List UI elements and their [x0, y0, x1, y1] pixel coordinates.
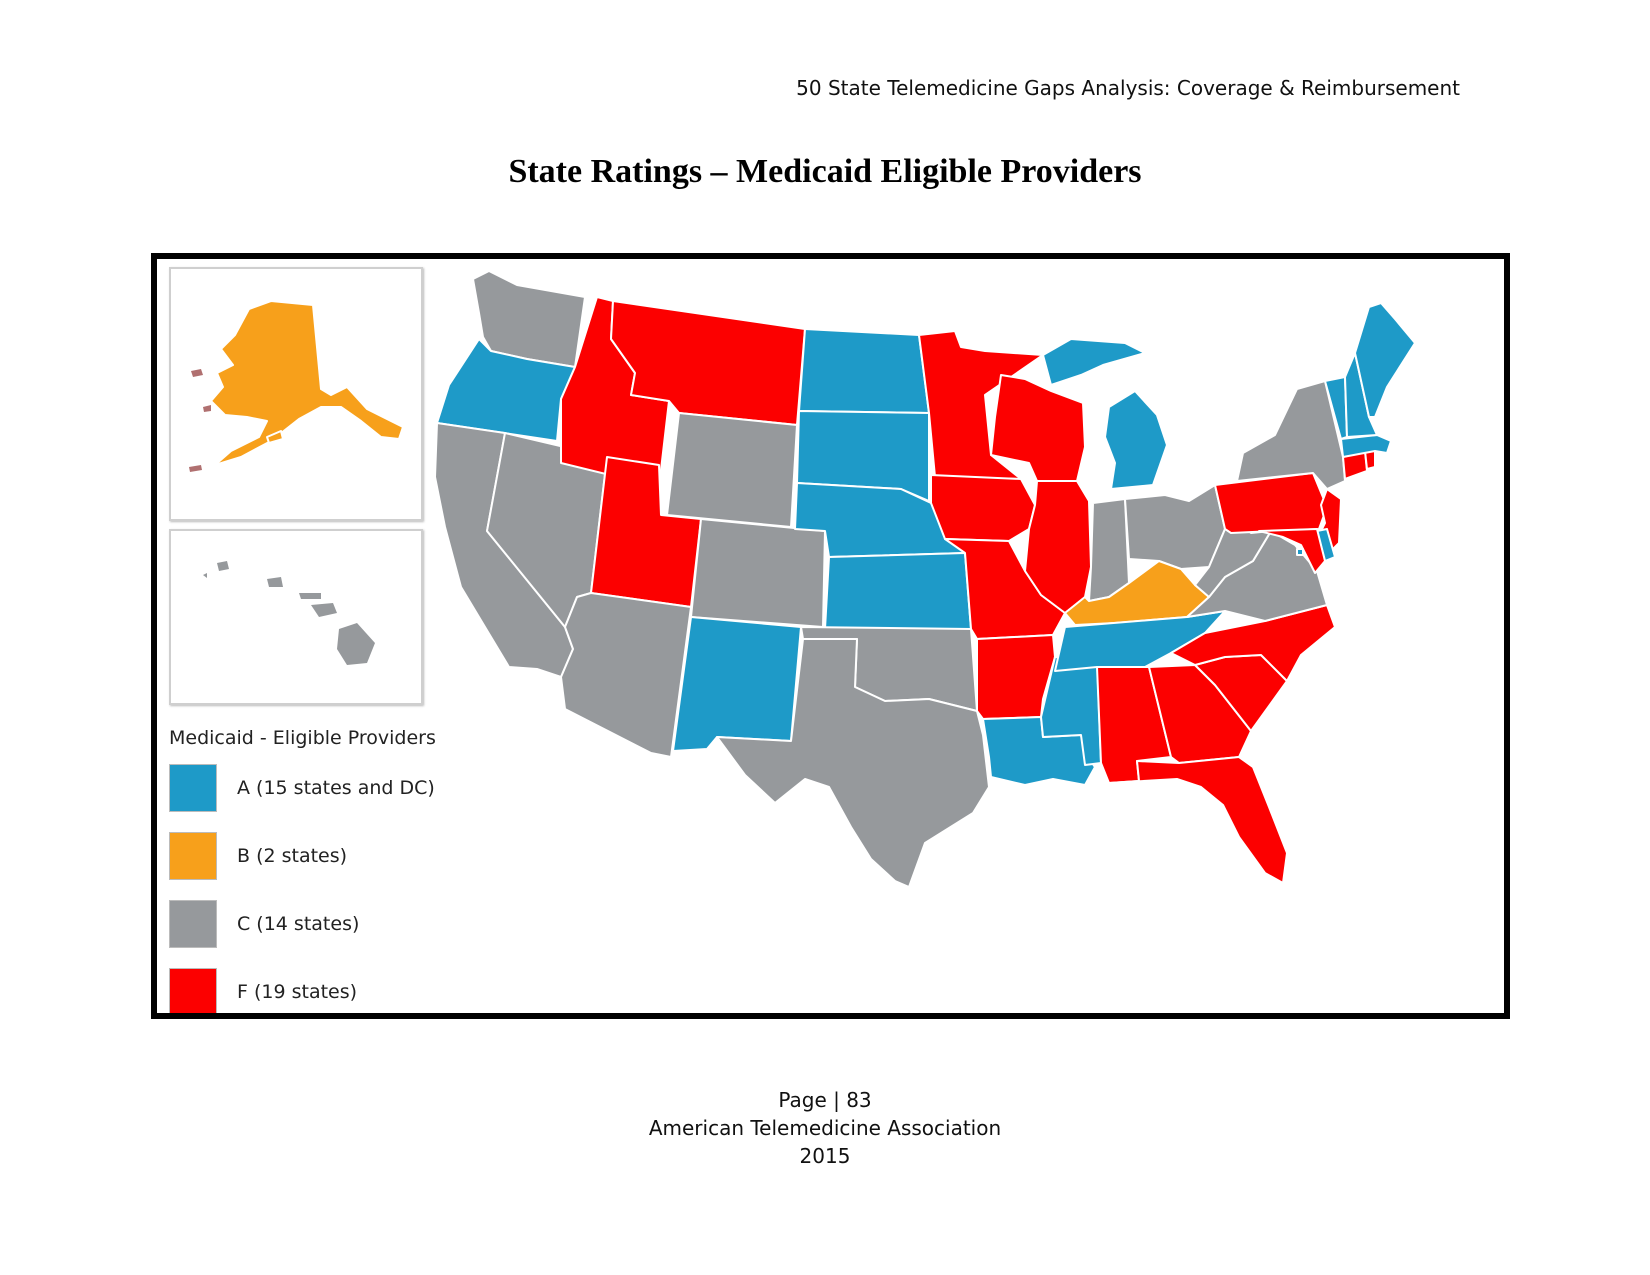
map-legend: Medicaid - Eligible Providers A (15 stat…	[169, 727, 436, 1013]
state-NH	[1344, 352, 1378, 438]
map-frame: Medicaid - Eligible Providers A (15 stat…	[151, 253, 1510, 1019]
state-MA	[1340, 434, 1392, 458]
legend-label-b: B (2 states)	[237, 845, 348, 867]
state-NC	[1170, 604, 1336, 682]
legend-swatch-f	[169, 968, 217, 1013]
state-WY	[666, 412, 798, 528]
state-HI-molokai	[299, 593, 321, 599]
state-AZ	[560, 592, 692, 758]
us-choropleth-map	[434, 270, 1416, 888]
legend-item-a: A (15 states and DC)	[169, 763, 436, 813]
state-TX	[716, 638, 990, 888]
state-ME	[1354, 302, 1416, 418]
state-NM	[672, 616, 802, 752]
state-FL	[1108, 756, 1288, 884]
footer-year: 2015	[799, 1144, 851, 1168]
state-PA	[1214, 472, 1328, 534]
state-MD	[1258, 528, 1326, 574]
page-number: Page | 83	[778, 1088, 872, 1112]
state-MO	[944, 538, 1066, 640]
page-title: State Ratings – Medicaid Eligible Provid…	[508, 153, 1142, 190]
state-CO	[690, 518, 826, 628]
state-AK-island-3	[203, 405, 211, 412]
legend-label-f: F (19 states)	[237, 981, 358, 1003]
legend-item-c: C (14 states)	[169, 899, 436, 949]
legend-item-f: F (19 states)	[169, 967, 436, 1013]
legend-label-c: C (14 states)	[237, 913, 360, 935]
page-footer: Page | 83 American Telemedicine Associat…	[0, 1086, 1650, 1170]
state-IN	[1088, 498, 1130, 602]
state-OH	[1124, 484, 1226, 570]
state-MN	[918, 330, 1044, 480]
state-HI-big-island	[337, 623, 375, 665]
state-IA	[930, 474, 1036, 542]
legend-swatch-c	[169, 900, 217, 948]
running-header: 50 State Telemedicine Gaps Analysis: Cov…	[796, 76, 1460, 100]
state-AK-island-2	[191, 369, 203, 377]
state-HI-maui	[311, 603, 337, 617]
legend-swatch-a	[169, 764, 217, 812]
legend-title: Medicaid - Eligible Providers	[169, 727, 436, 749]
state-HI-kauai	[217, 561, 229, 571]
state-RI	[1364, 450, 1376, 470]
footer-organization: American Telemedicine Association	[648, 1116, 1002, 1140]
state-DC	[1296, 548, 1304, 556]
legend-label-a: A (15 states and DC)	[237, 777, 435, 799]
state-KS	[824, 552, 972, 630]
state-ND	[798, 328, 930, 414]
state-AK-island-1	[266, 430, 284, 444]
state-AK	[210, 300, 404, 466]
state-AR	[976, 634, 1056, 720]
state-HI-niihau	[203, 573, 207, 578]
state-HI-oahu	[267, 577, 283, 587]
legend-swatch-b	[169, 832, 217, 880]
legend-item-b: B (2 states)	[169, 831, 436, 881]
state-AK-island-4	[189, 465, 202, 472]
alaska-inset	[169, 267, 423, 521]
state-MI	[1042, 338, 1168, 490]
hawaii-inset	[169, 529, 423, 705]
